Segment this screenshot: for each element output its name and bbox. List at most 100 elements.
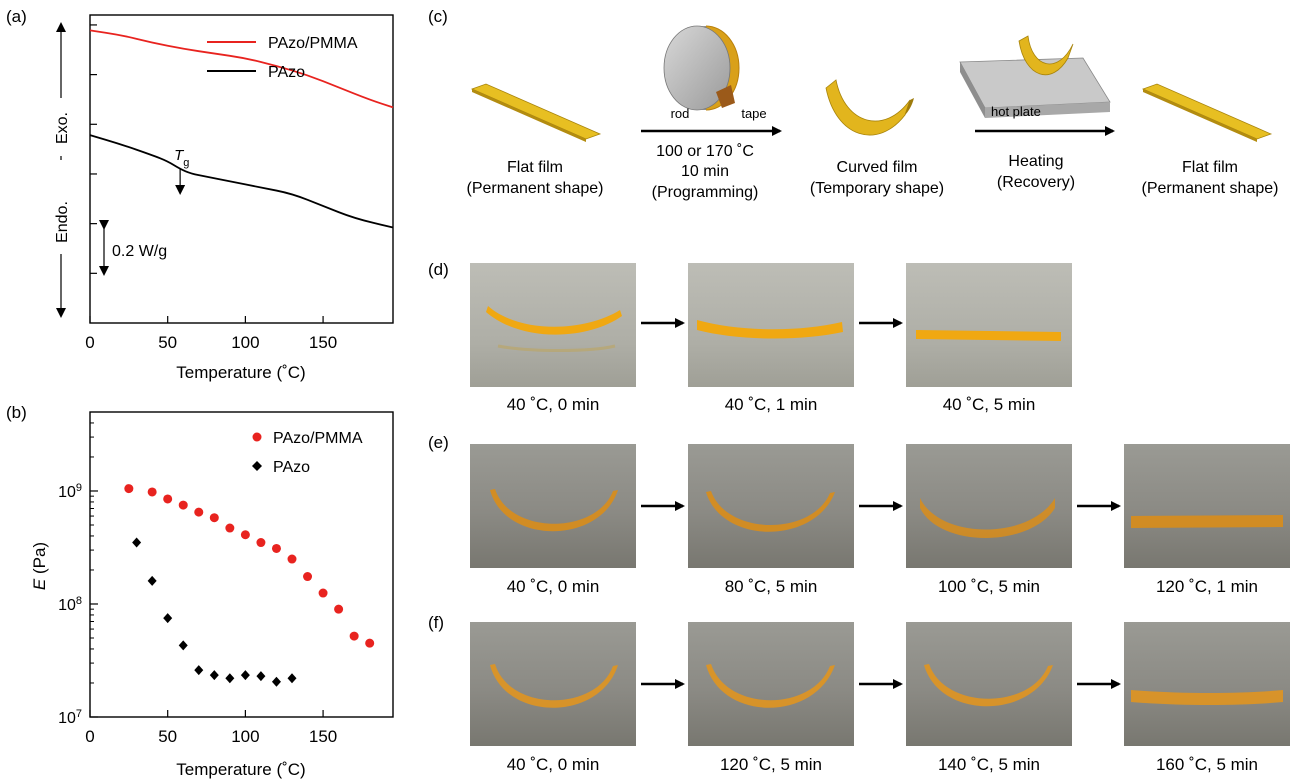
photo-f1-caption: 40 ˚C, 0 min xyxy=(507,755,600,774)
photo-row-d: 40 ˚C, 0 min 40 ˚C, 1 min 40 ˚C, 5 min xyxy=(470,263,1072,414)
chart-modulus: 0 50 100 150 107 108 109 PAzo/PMMA PAzo E (Pa… xyxy=(30,411,394,779)
photo-f3 xyxy=(906,622,1072,746)
tg-annotation: Tg xyxy=(174,147,189,169)
modulus-point-pazo-pmma xyxy=(225,523,235,533)
modulus-point-pazo xyxy=(209,670,219,681)
photo-e3-caption: 100 ˚C, 5 min xyxy=(938,577,1040,596)
legend-marker-pazo-pmma xyxy=(252,432,262,442)
modulus-point-pazo-pmma xyxy=(147,487,157,497)
dsc-x-ticks: 0 50 100 150 xyxy=(85,316,337,352)
flat-film-illustration-2 xyxy=(1141,83,1273,142)
modulus-point-pazo-pmma xyxy=(334,604,344,614)
photo-e4 xyxy=(1124,444,1290,568)
modulus-point-pazo xyxy=(132,537,142,548)
modulus-point-pazo-pmma xyxy=(365,638,375,648)
panel-label-a: (a) xyxy=(6,7,27,26)
modulus-point-pazo-pmma xyxy=(124,484,134,494)
modulus-y-unit: (Pa) xyxy=(30,542,49,579)
legend-label-pazo-pmma: PAzo/PMMA xyxy=(268,35,358,52)
panel-label-d: (d) xyxy=(428,260,449,279)
tape-label: tape xyxy=(741,106,766,121)
legend-marker-pazo xyxy=(252,461,262,471)
legend-label-pazo: PAzo xyxy=(268,64,305,81)
y-label-endo: Endo. xyxy=(54,201,71,243)
step1-label-line1: Flat film xyxy=(507,159,563,176)
tg-symbol: T xyxy=(174,147,185,164)
programming-label-line2: 10 min xyxy=(681,163,729,180)
modulus-y-ticks: 107 108 109 xyxy=(58,411,98,727)
photo-d2-caption: 40 ˚C, 1 min xyxy=(725,395,818,414)
step3-label-line2: (Permanent shape) xyxy=(1142,180,1279,197)
modulus-point-pazo-pmma xyxy=(256,538,266,548)
modulus-y-tick-label: 107 xyxy=(58,708,82,727)
programming-label-line3: (Programming) xyxy=(652,184,759,201)
modulus-x-axis-label: Temperature (˚C) xyxy=(176,760,305,779)
modulus-point-pazo-pmma xyxy=(163,494,173,504)
modulus-point-pazo xyxy=(287,673,297,684)
modulus-point-pazo xyxy=(240,670,250,681)
modulus-x-tick-label: 150 xyxy=(309,727,337,746)
photo-e4-caption: 120 ˚C, 1 min xyxy=(1156,577,1258,596)
dsc-line-pazo xyxy=(89,134,394,229)
legend-label-pazo-pmma: PAzo/PMMA xyxy=(273,430,363,447)
dsc-y-ticks xyxy=(90,24,97,274)
legend-label-pazo: PAzo xyxy=(273,459,310,476)
modulus-point-pazo-pmma xyxy=(303,572,313,582)
modulus-point-pazo-pmma xyxy=(209,513,219,523)
photo-f2-caption: 120 ˚C, 5 min xyxy=(720,755,822,774)
scale-bar-label: 0.2 W/g xyxy=(112,243,167,260)
photo-e2 xyxy=(688,444,854,568)
modulus-point-pazo xyxy=(163,613,173,624)
photo-d2 xyxy=(688,263,854,387)
modulus-y-tick-label: 109 xyxy=(58,482,82,501)
photo-f1 xyxy=(470,622,636,746)
y-label-exo: Exo. xyxy=(54,112,71,144)
modulus-y-symbol: E xyxy=(30,578,49,590)
modulus-point-pazo-pmma xyxy=(178,500,188,510)
modulus-point-pazo-pmma xyxy=(349,631,359,641)
modulus-x-tick-label: 50 xyxy=(158,727,177,746)
modulus-point-pazo xyxy=(271,676,281,687)
photo-d3-caption: 40 ˚C, 5 min xyxy=(943,395,1036,414)
photo-f2 xyxy=(688,622,854,746)
dsc-series xyxy=(89,29,394,229)
dsc-x-tick-label: 0 xyxy=(85,333,94,352)
heating-label-line2: (Recovery) xyxy=(997,174,1075,191)
modulus-y-axis-label: E (Pa) xyxy=(30,542,49,590)
programming-label-line1: 100 or 170 ˚C xyxy=(656,143,754,160)
photo-row-e: 40 ˚C, 0 min 80 ˚C, 5 min 100 ˚C, 5 min … xyxy=(470,444,1290,596)
hot-plate-illustration xyxy=(959,35,1111,118)
panel-label-b: (b) xyxy=(6,403,27,422)
dsc-x-tick-label: 50 xyxy=(158,333,177,352)
dsc-x-tick-label: 100 xyxy=(231,333,259,352)
step3-label-line1: Flat film xyxy=(1182,159,1238,176)
photo-d3 xyxy=(906,263,1072,387)
modulus-point-pazo xyxy=(194,665,204,676)
modulus-plot-frame xyxy=(89,411,394,718)
panel-label-e: (e) xyxy=(428,433,449,452)
photo-f3-caption: 140 ˚C, 5 min xyxy=(938,755,1040,774)
dsc-plot-frame xyxy=(89,14,394,324)
dsc-line-pazo-pmma xyxy=(89,29,394,109)
photo-d1 xyxy=(470,263,636,387)
modulus-y-tick-label: 108 xyxy=(58,595,82,614)
rod-illustration xyxy=(663,25,740,111)
photo-f4-caption: 160 ˚C, 5 min xyxy=(1156,755,1258,774)
photo-e2-caption: 80 ˚C, 5 min xyxy=(725,577,818,596)
modulus-point-pazo-pmma xyxy=(194,507,204,517)
chart-dsc: 0 50 100 150 PAzo/PMMA PAzo Tg 0.2 W/g Exo.… xyxy=(54,14,394,382)
modulus-point-pazo-pmma xyxy=(318,588,328,598)
modulus-point-pazo-pmma xyxy=(240,530,250,540)
modulus-x-tick-label: 100 xyxy=(231,727,259,746)
photo-d1-caption: 40 ˚C, 0 min xyxy=(507,395,600,414)
step2-label-line1: Curved film xyxy=(837,159,918,176)
modulus-point-pazo-pmma xyxy=(271,543,281,553)
step1-label-line2: (Permanent shape) xyxy=(467,180,604,197)
dsc-x-axis-label: Temperature (˚C) xyxy=(176,363,305,382)
modulus-x-tick-label: 0 xyxy=(85,727,94,746)
panel-label-f: (f) xyxy=(428,613,444,632)
heating-label-line1: Heating xyxy=(1008,153,1063,170)
dsc-x-tick-label: 150 xyxy=(309,333,337,352)
photo-e1-caption: 40 ˚C, 0 min xyxy=(507,577,600,596)
